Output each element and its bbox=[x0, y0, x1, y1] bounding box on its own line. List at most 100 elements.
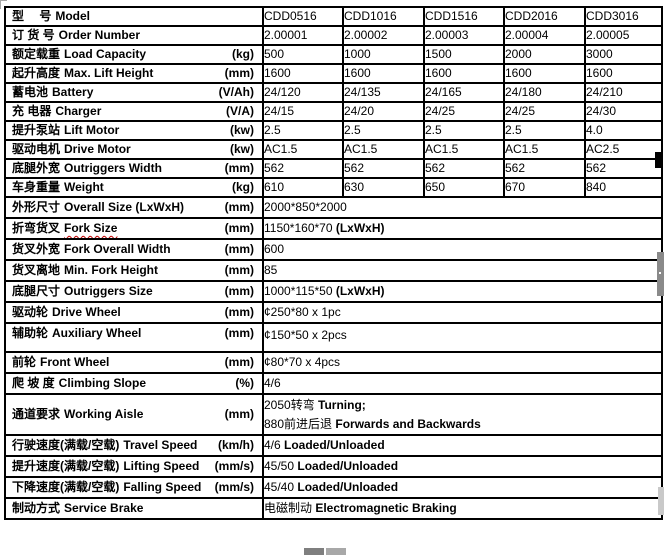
row-label-en: Max. Lift Height bbox=[64, 66, 154, 80]
value-text: 2050转弯 bbox=[264, 397, 319, 412]
row-label-en: Lifting Speed bbox=[123, 459, 200, 473]
row-label: 订 货 号 Order Number bbox=[12, 28, 140, 43]
horizontal-scrollbar-fragment-dark[interactable] bbox=[304, 548, 324, 555]
value-cell: 840 bbox=[584, 177, 663, 198]
value-cell: 4/6 Loaded/Unloaded bbox=[262, 434, 663, 457]
value-line: 4/6 bbox=[264, 375, 660, 392]
row-unit: (kg) bbox=[232, 180, 254, 194]
value-cell: 电磁制动 Electromagnetic Braking bbox=[262, 497, 663, 520]
value-cell: AC1.5 bbox=[342, 139, 425, 160]
value-line: 880前进后退 Forwards and Backwards bbox=[264, 415, 660, 434]
value-text: 880前进后退 bbox=[264, 416, 336, 431]
row-label: 车身重量 Weight bbox=[12, 180, 104, 195]
row-label-cell: 底腿外宽 Outriggers Width (mm) bbox=[4, 158, 264, 179]
row-label-cell: 货叉外宽 Fork Overall Width (mm) bbox=[4, 238, 264, 261]
value-cell: 1600 bbox=[423, 63, 505, 84]
value-text: 4/6 bbox=[264, 438, 285, 452]
table-row: 行驶速度(满载/空载) Travel Speed (km/h) 4/6 Loaded/… bbox=[4, 434, 663, 457]
row-unit: (mm) bbox=[224, 200, 254, 214]
value-text: 4/6 bbox=[264, 376, 281, 390]
row-label-cell: 通道要求 Working Aisle (mm) bbox=[4, 393, 264, 436]
row-label-cn: 下降速度(满载/空载) bbox=[12, 480, 120, 494]
value-text: 600 bbox=[264, 242, 285, 256]
value-cell: 562 bbox=[584, 158, 663, 179]
value-text-bold: Forwards and Backwards bbox=[335, 416, 481, 431]
row-label-cn: 充 电器 bbox=[12, 104, 52, 118]
row-label: 通道要求 Working Aisle bbox=[12, 407, 143, 422]
row-label: 货叉外宽 Fork Overall Width bbox=[12, 242, 171, 257]
value-line: 2000*850*2000 bbox=[265, 199, 660, 216]
row-label-en: Outriggers Size bbox=[64, 284, 153, 298]
horizontal-scrollbar-fragment-light[interactable] bbox=[326, 548, 346, 555]
row-label-cn: 提升泵站 bbox=[12, 123, 61, 137]
table-resize-handle-icon[interactable] bbox=[655, 152, 661, 168]
value-text: 1000*115*50 bbox=[264, 284, 336, 298]
row-label-cell: 下降速度(满载/空载) Falling Speed (mm/s) bbox=[4, 476, 264, 499]
row-label-en: Weight bbox=[64, 180, 104, 194]
table-row: 折弯货叉 Fork Size (mm) 1150*160*70 (LxWxH) bbox=[4, 217, 663, 240]
value-cell: 24/180 bbox=[503, 82, 586, 103]
row-label-cell: 行驶速度(满载/空载) Travel Speed (km/h) bbox=[4, 434, 264, 457]
table-row: 前轮 Front Wheel (mm) ¢80*70 x 4pcs bbox=[4, 351, 663, 374]
row-label-wrap: 折弯货叉 Fork Size (mm) bbox=[7, 221, 261, 236]
table-row: 驱动电机 Drive Motor (kw) AC1.5 AC1.5 AC1.5 AC1.5 A… bbox=[4, 139, 663, 160]
table-row: 底腿外宽 Outriggers Width (mm) 562 562 562 562 562 bbox=[4, 158, 663, 179]
row-label: 底腿外宽 Outriggers Width bbox=[12, 161, 162, 176]
row-label: 货叉离地 Min. Fork Height bbox=[12, 263, 158, 278]
crop-mark-icon bbox=[0, 0, 7, 9]
table-row: 辅助轮 Auxiliary Wheel (mm) ¢150*50 x 2pcs bbox=[4, 322, 663, 353]
row-unit: (mm) bbox=[224, 263, 254, 277]
row-label-wrap: 外形尺寸 Overall Size (LxWxH) (mm) bbox=[7, 200, 261, 215]
row-label-en: Load Capacity bbox=[64, 47, 147, 61]
value-line: 1150*160*70 (LxWxH) bbox=[265, 220, 660, 237]
value-cell: CDD1516 bbox=[423, 6, 505, 27]
row-label-cn: 订 货 号 bbox=[12, 28, 55, 42]
row-label-wrap: 辅助轮 Auxiliary Wheel (mm) bbox=[7, 326, 261, 341]
row-label: 充 电器 Charger bbox=[12, 104, 101, 119]
row-label-en: Working Aisle bbox=[64, 407, 144, 421]
value-cell: 1000*115*50 (LxWxH) bbox=[262, 280, 663, 303]
value-text: ¢250*80 x 1pc bbox=[264, 305, 341, 319]
row-label-en: Drive Wheel bbox=[52, 305, 121, 319]
row-unit: (mm) bbox=[224, 66, 254, 80]
row-label-en: Lift Motor bbox=[64, 123, 120, 137]
row-label-wrap: 订 货 号 Order Number bbox=[7, 28, 261, 43]
row-label-wrap: 通道要求 Working Aisle (mm) bbox=[7, 407, 261, 422]
row-label-cn: 辅助轮 bbox=[12, 326, 49, 340]
vertical-scrollbar-track-fragment[interactable] bbox=[658, 487, 664, 515]
row-label-wrap: 驱动轮 Drive Wheel (mm) bbox=[7, 305, 261, 320]
value-cell: ¢250*80 x 1pc bbox=[262, 301, 663, 324]
row-label-cn: 额定载重 bbox=[12, 47, 61, 61]
value-text-bold: Turning; bbox=[318, 397, 366, 412]
value-cell: 630 bbox=[342, 177, 425, 198]
scrollbar-dot-icon bbox=[659, 272, 661, 274]
row-label-en: Model bbox=[55, 9, 91, 23]
row-label: 行驶速度(满载/空载) Travel Speed bbox=[12, 438, 197, 453]
row-unit: (mm/s) bbox=[214, 480, 254, 494]
row-unit: (mm) bbox=[224, 221, 254, 235]
row-unit: (kg) bbox=[232, 47, 254, 61]
row-label-cell: 辅助轮 Auxiliary Wheel (mm) bbox=[4, 322, 264, 353]
row-label-wrap: 制动方式 Service Brake bbox=[7, 501, 261, 516]
vertical-scrollbar-thumb[interactable] bbox=[657, 252, 664, 296]
row-label: 驱动电机 Drive Motor bbox=[12, 142, 131, 157]
table-row: 底腿尺寸 Outriggers Size (mm) 1000*115*50 (LxWx… bbox=[4, 280, 663, 303]
row-unit: (km/h) bbox=[218, 438, 254, 452]
value-cell: 2.00002 bbox=[342, 25, 425, 46]
table-row: 制动方式 Service Brake 电磁制动 Electromagnetic Br… bbox=[4, 497, 663, 520]
row-label-wrap: 下降速度(满载/空载) Falling Speed (mm/s) bbox=[7, 480, 261, 495]
value-cell: 562 bbox=[503, 158, 586, 179]
row-label-wrap: 蓄电池 Battery (V/Ah) bbox=[7, 85, 261, 100]
value-cell: 4/6 bbox=[262, 372, 663, 395]
value-text-bold: Loaded/Unloaded bbox=[297, 459, 399, 473]
row-label-cell: 前轮 Front Wheel (mm) bbox=[4, 351, 264, 374]
row-label-cn: 折弯货叉 bbox=[12, 221, 61, 235]
row-label-cell: 驱动轮 Drive Wheel (mm) bbox=[4, 301, 264, 324]
row-label-wrap: 起升高度 Max. Lift Height (mm) bbox=[7, 66, 261, 81]
value-text-bold: (LxWxH) bbox=[335, 284, 385, 298]
table-row: 下降速度(满载/空载) Falling Speed (mm/s) 45/40 Load… bbox=[4, 476, 663, 499]
row-label-cn: 型 号 bbox=[12, 9, 52, 23]
row-label-cn: 爬 坡 度 bbox=[12, 376, 55, 390]
row-label-en: Front Wheel bbox=[40, 355, 110, 369]
table-row: 额定载重 Load Capacity (kg) 500 1000 1500 2000 3000 bbox=[4, 44, 663, 65]
